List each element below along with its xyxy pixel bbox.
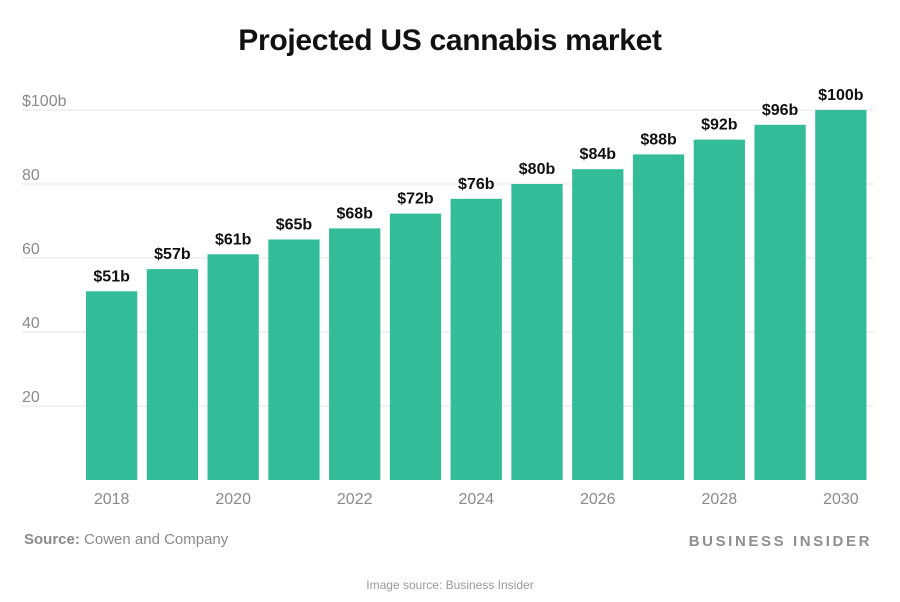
source-text: Cowen and Company xyxy=(79,531,229,548)
y-tick-label: 40 xyxy=(22,315,40,332)
bar-data-label: $80b xyxy=(519,161,556,178)
source-label: Source: xyxy=(24,531,80,548)
bar xyxy=(754,124,806,481)
bar xyxy=(511,184,563,480)
x-tick-label: 2022 xyxy=(337,491,373,508)
bar xyxy=(572,169,624,480)
bar-data-label: $84b xyxy=(580,146,617,163)
bar-data-label: $51b xyxy=(93,268,130,285)
bar-data-label: $57b xyxy=(154,246,191,263)
bar-data-label: $88b xyxy=(640,131,677,148)
x-tick-label: 2020 xyxy=(215,491,251,508)
bar xyxy=(389,213,442,480)
y-tick-label: 20 xyxy=(22,389,40,406)
bar xyxy=(207,254,259,480)
bar-data-label: $100b xyxy=(818,87,864,104)
bar-data-label: $61b xyxy=(215,231,252,248)
x-tick-label: 2024 xyxy=(458,491,494,508)
x-tick-label: 2026 xyxy=(580,491,616,508)
bar xyxy=(268,239,320,480)
y-tick-label: $100b xyxy=(22,93,67,110)
y-tick-label: 80 xyxy=(22,167,40,184)
chart-title: Projected US cannabis market xyxy=(238,24,662,57)
bar xyxy=(450,198,502,481)
bar-data-label: $72b xyxy=(397,191,434,208)
image-caption: Image source: Business Insider xyxy=(366,578,534,592)
bar xyxy=(693,139,745,480)
x-tick-label: 2030 xyxy=(823,491,859,508)
source-note: Source: Cowen and Company xyxy=(24,531,228,548)
bar xyxy=(329,228,381,480)
bar xyxy=(146,269,199,480)
bar-data-label: $92b xyxy=(701,117,738,134)
y-tick-label: 60 xyxy=(22,241,40,258)
x-tick-label: 2018 xyxy=(94,491,130,508)
bar xyxy=(86,291,138,480)
bar-data-label: $65b xyxy=(276,217,313,234)
bar-data-label: $96b xyxy=(762,102,799,119)
bar xyxy=(815,110,867,480)
bar-data-label: $76b xyxy=(458,176,495,193)
x-tick-label: 2028 xyxy=(702,491,738,508)
brand-logo-text: BUSINESS INSIDER xyxy=(688,533,872,550)
bar xyxy=(632,154,685,480)
bar-data-label: $68b xyxy=(336,205,373,222)
